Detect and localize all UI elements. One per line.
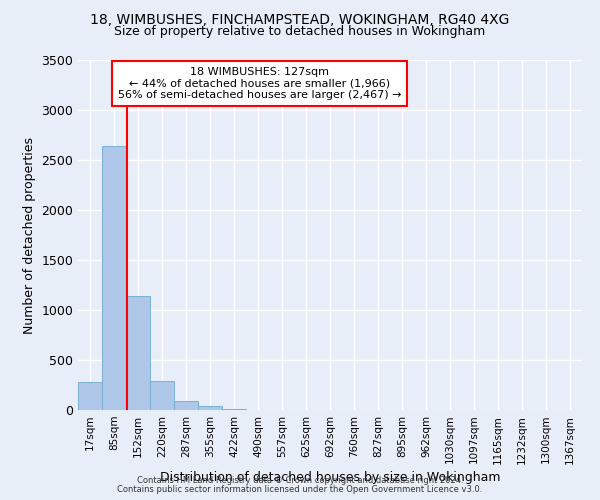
Text: Size of property relative to detached houses in Wokingham: Size of property relative to detached ho… [115,25,485,38]
Bar [78,382,102,410]
Text: Contains HM Land Registry data © Crown copyright and database right 2024.: Contains HM Land Registry data © Crown c… [137,476,463,485]
Bar [102,146,126,410]
Bar [126,296,150,410]
Bar [150,381,174,410]
Text: Contains public sector information licensed under the Open Government Licence v3: Contains public sector information licen… [118,485,482,494]
Text: 18 WIMBUSHES: 127sqm
← 44% of detached houses are smaller (1,966)
56% of semi-de: 18 WIMBUSHES: 127sqm ← 44% of detached h… [118,67,401,100]
Bar [174,401,198,410]
Bar [198,406,222,410]
Bar [222,409,246,410]
Y-axis label: Number of detached properties: Number of detached properties [23,136,36,334]
X-axis label: Distribution of detached houses by size in Wokingham: Distribution of detached houses by size … [160,470,500,484]
Text: 18, WIMBUSHES, FINCHAMPSTEAD, WOKINGHAM, RG40 4XG: 18, WIMBUSHES, FINCHAMPSTEAD, WOKINGHAM,… [91,12,509,26]
